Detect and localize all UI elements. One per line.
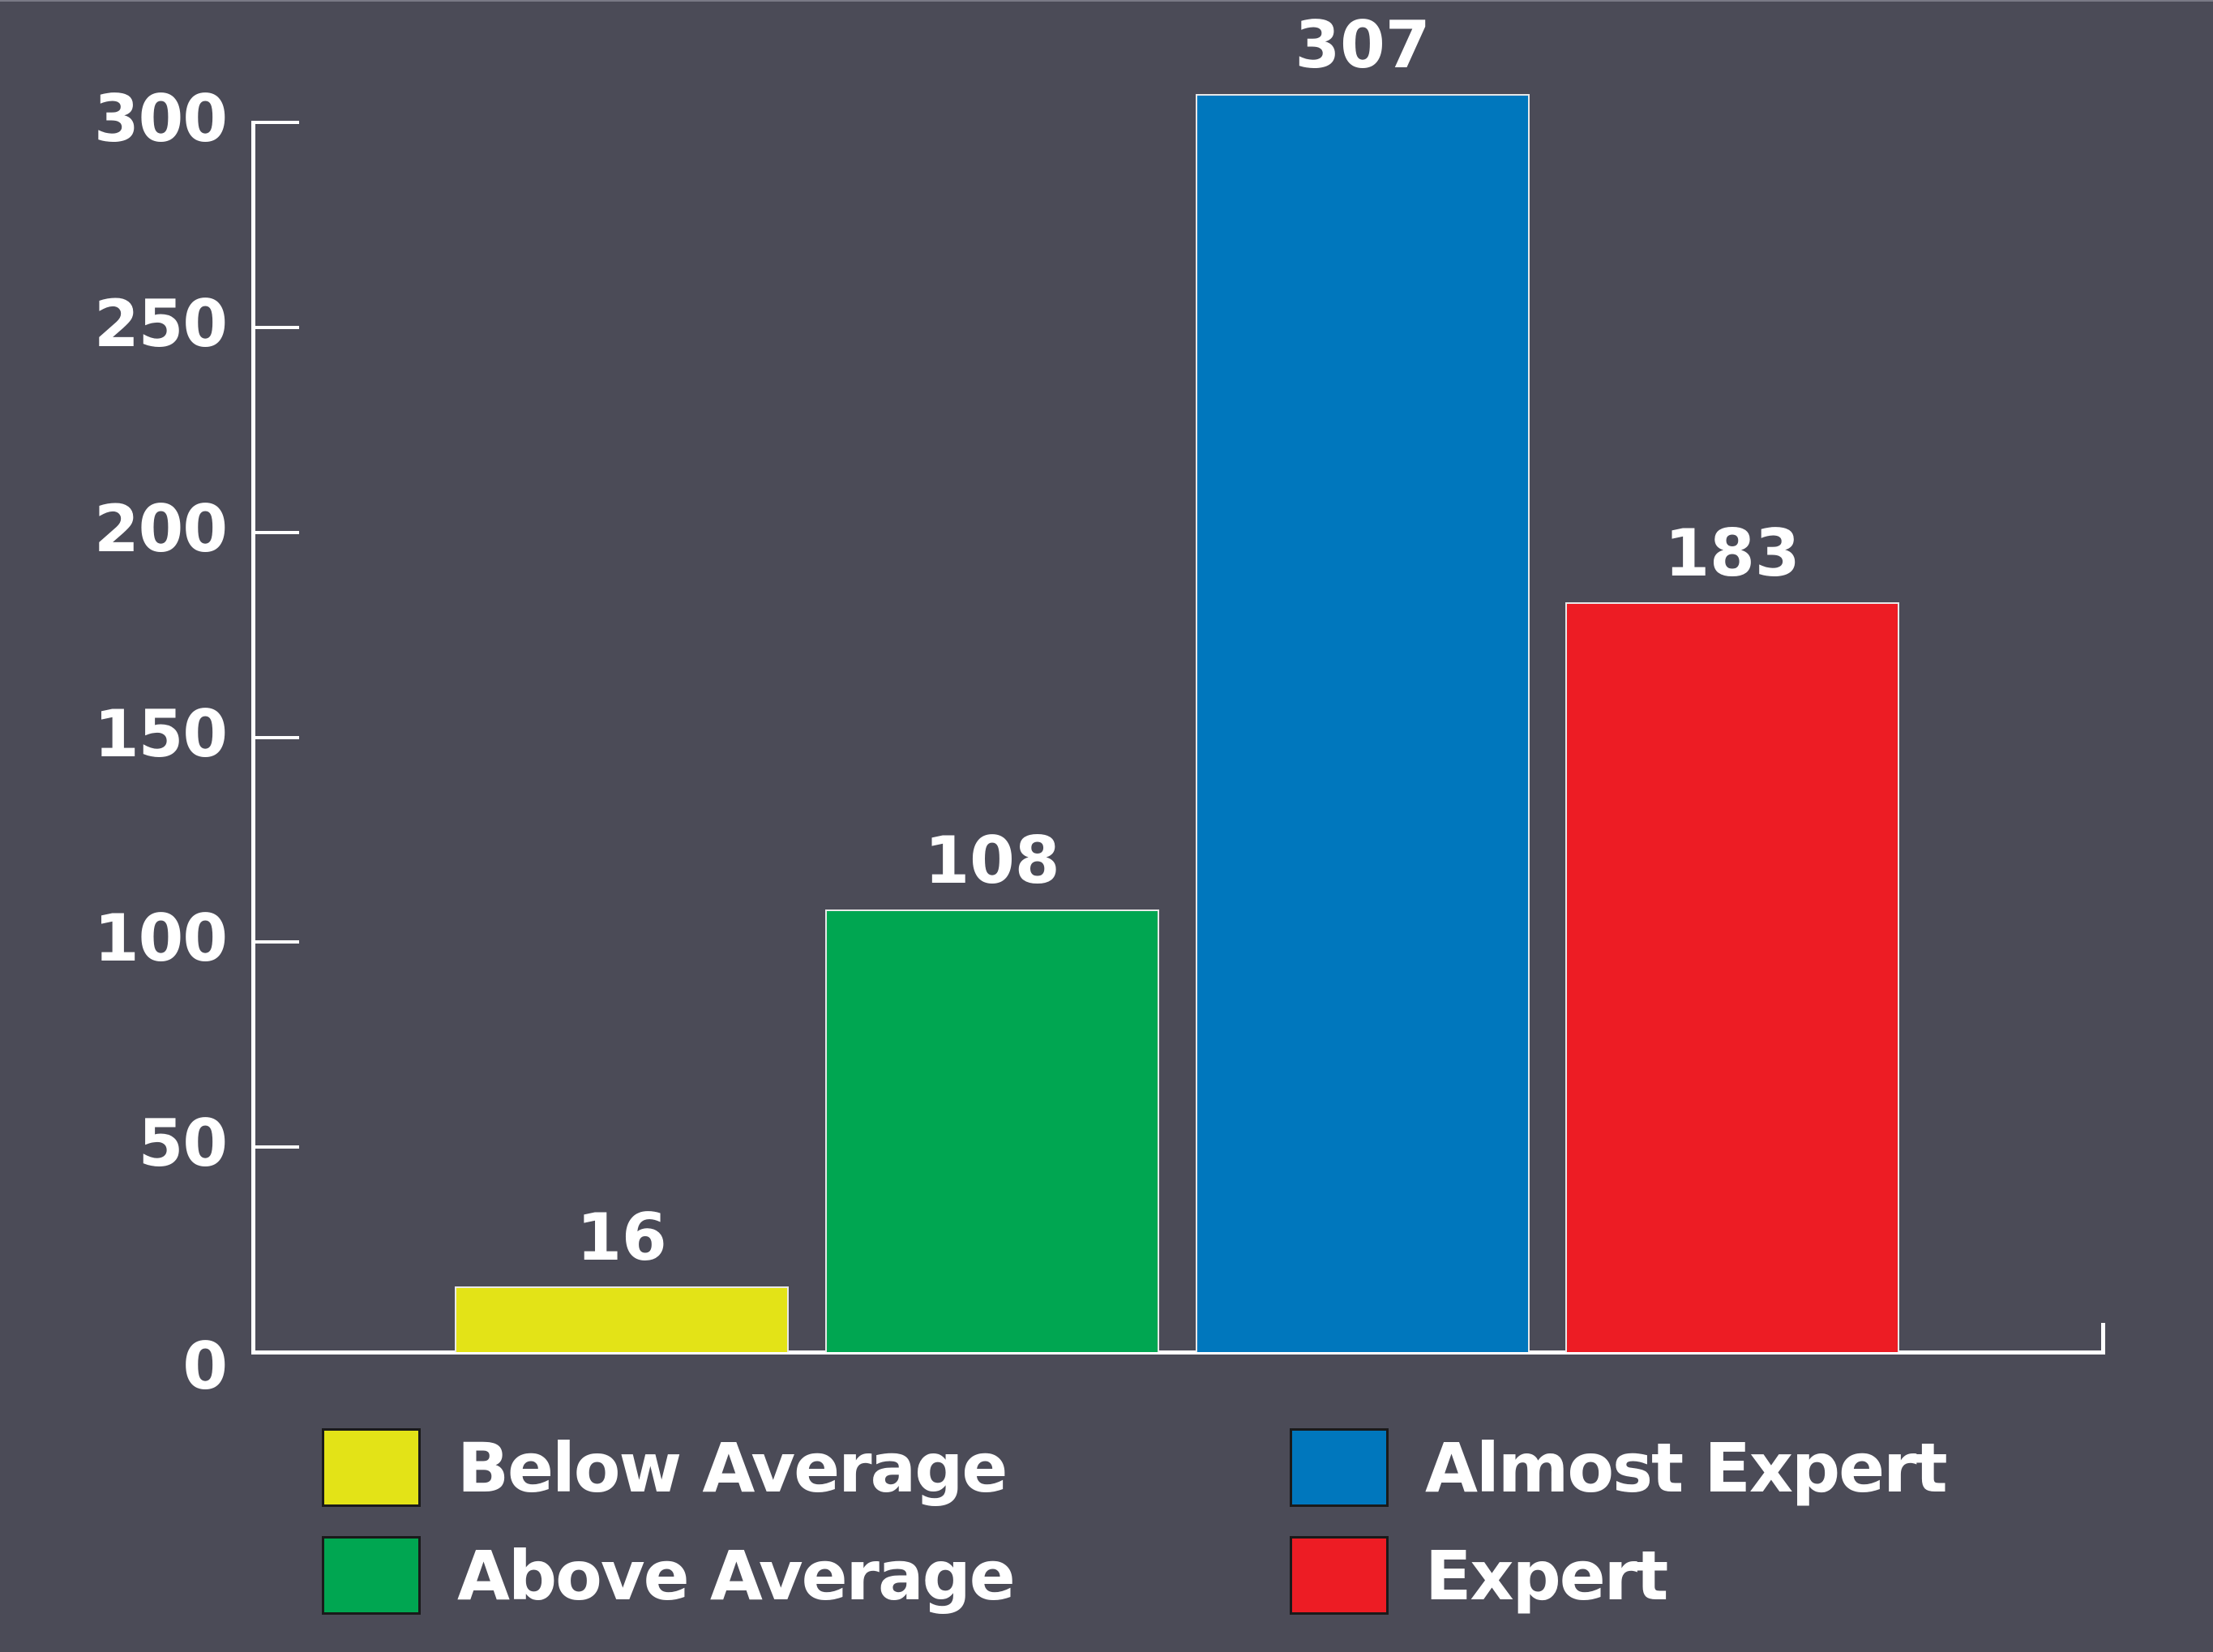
- y-tick: [253, 325, 299, 329]
- y-tick: [253, 530, 299, 534]
- bar-below-average: [455, 1286, 789, 1352]
- y-tick: [253, 940, 299, 944]
- legend-label: Above Average: [457, 1535, 1016, 1616]
- x-axis-end-tick: [2101, 1323, 2105, 1353]
- top-border: [0, 0, 2213, 2]
- bar-expert: [1565, 601, 1899, 1352]
- y-tick-label: 200: [94, 490, 228, 567]
- bar-value-label: 16: [576, 1200, 667, 1276]
- bar-value-label: 307: [1295, 6, 1431, 83]
- y-tick-label: 50: [138, 1106, 228, 1182]
- legend-swatch-icon: [1290, 1536, 1389, 1615]
- bar-value-label: 108: [924, 822, 1060, 898]
- legend-label: Almost Expert: [1425, 1427, 1948, 1508]
- legend-swatch-icon: [322, 1536, 421, 1615]
- legend-item-expert: Expert: [1290, 1535, 1668, 1616]
- y-tick: [253, 1145, 299, 1149]
- legend-swatch-icon: [322, 1428, 421, 1507]
- legend-swatch-icon: [1290, 1428, 1389, 1507]
- y-tick: [253, 121, 299, 124]
- y-tick: [253, 735, 299, 739]
- y-tick-label: 150: [94, 695, 228, 772]
- legend-item-almost-expert: Almost Expert: [1290, 1427, 1948, 1508]
- legend-item-above-average: Above Average: [322, 1535, 1016, 1616]
- legend-label: Expert: [1425, 1535, 1668, 1616]
- bar-almost-expert: [1196, 93, 1530, 1352]
- legend-label: Below Average: [457, 1427, 1008, 1508]
- legend-item-below-average: Below Average: [322, 1427, 1008, 1508]
- bar-above-average: [825, 909, 1159, 1352]
- y-tick-label: 100: [94, 901, 228, 977]
- x-axis-line: [251, 1350, 2105, 1355]
- bar-value-label: 183: [1664, 515, 1800, 591]
- y-tick-label: 250: [94, 285, 228, 362]
- y-tick-label: 0: [182, 1329, 228, 1404]
- y-tick-label: 300: [94, 81, 228, 156]
